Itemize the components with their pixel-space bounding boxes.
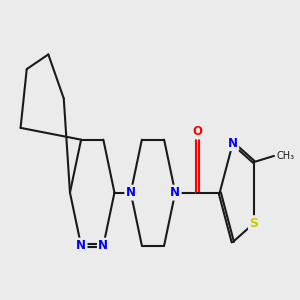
Text: N: N [170,186,180,199]
Text: N: N [228,136,238,150]
Text: CH₃: CH₃ [277,151,295,161]
Text: N: N [76,239,86,252]
Text: N: N [126,186,136,199]
Text: N: N [98,239,108,252]
Text: O: O [193,125,202,138]
Text: S: S [249,217,258,230]
